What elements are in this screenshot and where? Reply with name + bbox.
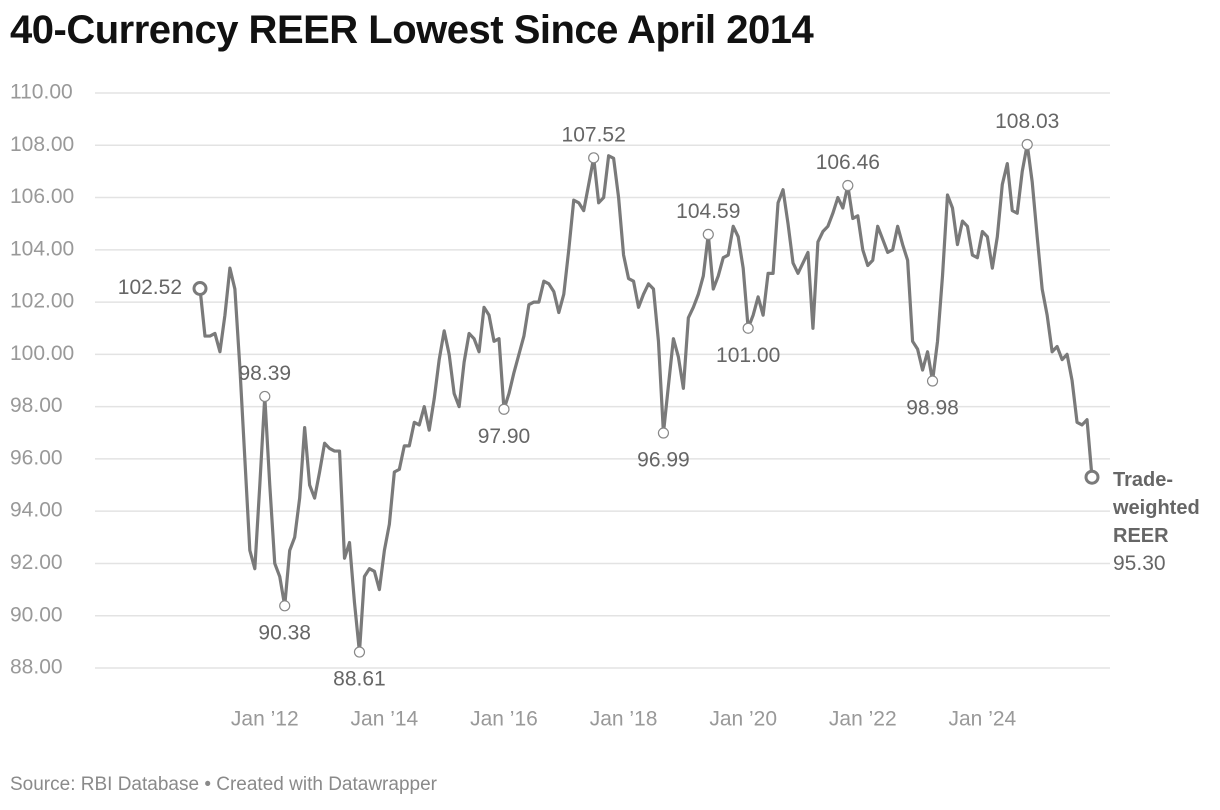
x-tick-label: Jan ’18 — [590, 708, 658, 731]
x-tick-label: Jan ’12 — [231, 708, 299, 731]
point-marker — [353, 646, 366, 658]
data-label: 96.99 — [637, 449, 690, 472]
point-marker — [588, 152, 600, 164]
series-label: Trade-weighted REER — [1113, 469, 1200, 547]
y-tick-label: 96.00 — [10, 446, 63, 469]
data-label: 104.59 — [676, 200, 740, 223]
data-label: 98.98 — [906, 397, 959, 420]
point-marker — [842, 179, 854, 192]
point-marker — [742, 322, 754, 334]
y-tick-label: 104.00 — [10, 237, 74, 260]
data-label: 97.90 — [478, 425, 531, 448]
y-tick-label: 108.00 — [10, 133, 74, 156]
point-marker — [1021, 138, 1033, 151]
data-label: 88.61 — [333, 668, 386, 691]
chart-title: 40-Currency REER Lowest Since April 2014 — [10, 8, 814, 52]
data-label: 106.46 — [816, 151, 880, 174]
y-tick-label: 106.00 — [10, 185, 74, 208]
x-tick-label: Jan ’22 — [829, 708, 897, 731]
data-label: 108.03 — [995, 110, 1059, 133]
data-label: 102.52 — [118, 276, 182, 299]
point-marker — [259, 390, 271, 403]
y-tick-label: 100.00 — [10, 342, 74, 365]
x-tick-label: Jan ’16 — [470, 708, 538, 731]
point-marker — [498, 403, 510, 415]
x-tick-label: Jan ’24 — [949, 708, 1017, 731]
data-label: 95.30 — [1113, 552, 1166, 575]
point-marker — [926, 375, 939, 387]
y-tick-label: 102.00 — [10, 290, 74, 313]
data-label: 107.52 — [562, 123, 626, 146]
end-marker — [1084, 469, 1100, 485]
series-line — [198, 142, 1094, 654]
point-marker — [702, 228, 714, 240]
y-tick-label: 88.00 — [10, 656, 63, 679]
source-note: Source: RBI Database • Created with Data… — [10, 774, 437, 795]
y-tick-label: 94.00 — [10, 499, 63, 522]
x-tick-label: Jan ’14 — [351, 708, 419, 731]
data-label: 90.38 — [258, 621, 311, 644]
data-label: 98.39 — [239, 362, 292, 385]
point-marker — [279, 600, 291, 612]
chart: 88.00 90.00 92.00 94.00 96.00 98.00 100.00 102.… — [10, 81, 1166, 731]
end-marker — [192, 281, 208, 296]
y-tick-label: 110.00 — [10, 81, 73, 104]
y-tick-label: 92.00 — [10, 551, 63, 574]
data-label: 101.00 — [716, 344, 780, 367]
y-tick-label: 90.00 — [10, 603, 63, 626]
y-tick-label: 98.00 — [10, 394, 63, 417]
x-tick-label: Jan ’20 — [709, 708, 777, 731]
point-marker — [657, 427, 670, 439]
